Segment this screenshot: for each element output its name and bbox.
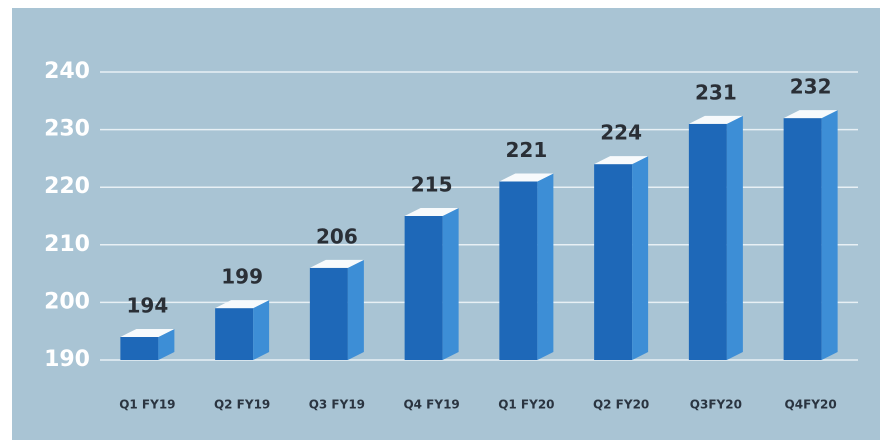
- y-tick-label: 240: [44, 59, 90, 84]
- value-label: 232: [790, 75, 832, 99]
- bar-front: [783, 118, 822, 360]
- bar-top: [215, 300, 270, 309]
- x-tick-label: Q3FY20: [690, 398, 742, 412]
- bar-front: [688, 123, 727, 360]
- bar-front: [215, 308, 254, 360]
- y-tick-label: 210: [44, 232, 90, 257]
- bar-top: [120, 328, 175, 337]
- bar-top: [783, 110, 838, 119]
- bar-front: [404, 216, 443, 360]
- bar-front: [499, 181, 538, 360]
- x-tick-label: Q4 FY19: [403, 398, 459, 412]
- y-tick-label: 190: [44, 347, 90, 372]
- bar-side: [632, 156, 649, 360]
- x-tick-label: Q3 FY19: [309, 398, 365, 412]
- y-tick-label: 230: [44, 117, 90, 142]
- value-label: 194: [127, 293, 169, 317]
- value-label: 221: [506, 138, 548, 162]
- x-tick-label: Q1 FY19: [119, 398, 175, 412]
- bar-front: [594, 164, 633, 360]
- value-label: 206: [316, 224, 358, 248]
- bar-top: [688, 115, 743, 124]
- bar-side: [821, 110, 838, 360]
- y-tick-label: 200: [44, 289, 90, 314]
- bar-front: [120, 336, 159, 360]
- bar-top: [594, 156, 649, 165]
- y-tick-label: 220: [44, 174, 90, 199]
- bar-side: [726, 115, 743, 360]
- x-tick-label: Q2 FY19: [214, 398, 270, 412]
- value-label: 224: [600, 121, 642, 145]
- value-label: 231: [695, 80, 737, 104]
- value-label: 215: [411, 173, 453, 197]
- bar-side: [347, 259, 364, 360]
- bar-top: [309, 259, 364, 268]
- bar-side: [158, 328, 175, 360]
- bar-front: [309, 267, 348, 360]
- bar-side: [537, 173, 554, 360]
- value-label: 199: [221, 265, 263, 289]
- x-tick-label: Q1 FY20: [498, 398, 554, 412]
- bar-top: [404, 208, 459, 216]
- bar-side: [442, 208, 459, 360]
- x-tick-label: Q2 FY20: [593, 398, 649, 412]
- x-tick-label: Q4FY20: [785, 398, 837, 412]
- bar-side: [253, 300, 270, 360]
- bar-top: [499, 173, 554, 182]
